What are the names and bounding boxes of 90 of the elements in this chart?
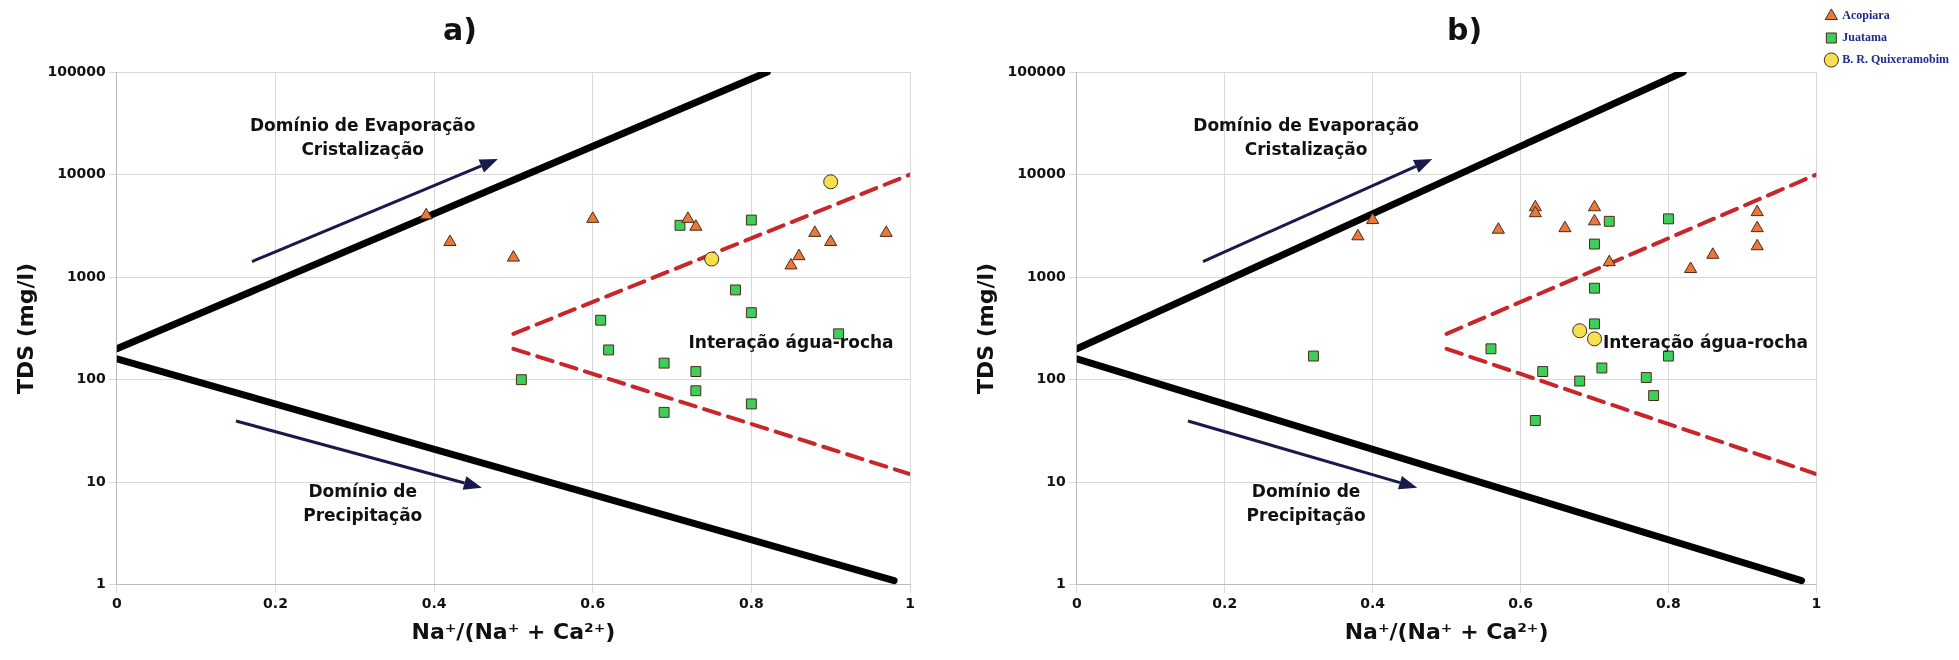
point — [603, 344, 615, 356]
point — [1648, 390, 1660, 402]
y-tick-label: 1000 — [1026, 267, 1067, 284]
point — [1308, 350, 1319, 362]
point — [690, 385, 702, 397]
y-tick-label: 100 — [76, 370, 107, 387]
point — [1603, 215, 1615, 227]
annotation: Interação água-rocha — [1602, 332, 1808, 353]
x-tick-label: 0.4 — [421, 594, 447, 611]
point — [1750, 204, 1764, 217]
y-tick-label: 10000 — [1017, 165, 1067, 182]
y-tick-label: 1 — [1056, 575, 1066, 592]
point — [595, 314, 607, 326]
point — [658, 406, 670, 418]
y-axis-title: TDS (mg/l) — [12, 262, 38, 394]
point — [745, 214, 757, 226]
point — [1587, 199, 1602, 212]
chart-title: a) — [443, 11, 477, 47]
point — [704, 251, 720, 267]
x-tick-label: 1 — [1811, 594, 1822, 611]
x-tick-label: 0.6 — [1508, 594, 1533, 611]
legend-label: Acopiara — [1842, 8, 1890, 23]
point — [1589, 318, 1600, 330]
y-tick-label: 10000 — [57, 165, 107, 182]
point — [1558, 220, 1572, 233]
point — [1351, 228, 1365, 241]
legend-label: Juatama — [1842, 30, 1888, 45]
point — [824, 234, 838, 246]
point — [792, 248, 806, 261]
point — [879, 225, 893, 237]
x-tick-label: 1 — [905, 594, 915, 611]
point — [689, 219, 703, 231]
y-tick-label: 10 — [1046, 472, 1067, 489]
y-tick-label: 1000 — [66, 267, 107, 284]
annotation: Domínio de Precipitação — [303, 481, 423, 526]
point — [1706, 247, 1720, 259]
point — [1750, 238, 1764, 251]
annotation: Interação água-rocha — [688, 332, 894, 353]
point — [1589, 238, 1600, 250]
point — [419, 207, 433, 220]
x-tick-label: 0.8 — [738, 594, 764, 611]
y-tick-label: 10 — [86, 472, 107, 489]
point — [1529, 415, 1541, 426]
point — [1602, 254, 1616, 267]
point — [1589, 282, 1600, 294]
point — [1485, 343, 1497, 355]
point — [730, 284, 741, 296]
y-tick-label: 1 — [96, 575, 106, 592]
x-tick-label: 0 — [111, 594, 122, 611]
x-tick-label: 0.2 — [1212, 594, 1238, 611]
x-tick-label: 0.2 — [263, 594, 288, 611]
chart-title: b) — [1446, 11, 1483, 47]
point — [515, 374, 527, 386]
point — [1574, 375, 1586, 387]
point — [506, 250, 520, 262]
point — [1640, 372, 1652, 383]
point — [808, 225, 822, 237]
y-tick-label: 100000 — [1007, 62, 1067, 79]
point — [690, 366, 702, 378]
x-tick-label: 0.4 — [1360, 594, 1386, 611]
point — [586, 211, 600, 223]
point — [1586, 331, 1602, 347]
point — [745, 307, 757, 319]
x-tick-label: 0.8 — [1656, 594, 1681, 611]
point — [1684, 261, 1698, 273]
point — [1491, 222, 1505, 234]
point — [784, 257, 798, 270]
y-axis-title: TDS (mg/l) — [972, 262, 998, 394]
annotation: Domínio de Evaporação Cristalização — [249, 115, 476, 160]
x-tick-label: 0.6 — [580, 594, 606, 611]
point — [1596, 362, 1608, 374]
point — [681, 211, 695, 223]
point — [658, 357, 670, 369]
point — [1587, 213, 1602, 226]
point — [1750, 220, 1764, 233]
x-axis-title: Na⁺/(Na⁺ + Ca²⁺) — [1344, 618, 1549, 644]
point — [1528, 205, 1542, 218]
y-tick-label: 100 — [1036, 370, 1067, 387]
annotation: Domínio de Evaporação Cristalização — [1193, 115, 1419, 160]
y-tick-label: 100000 — [47, 62, 107, 79]
point — [1662, 213, 1674, 225]
x-axis-title: Na⁺/(Na⁺ + Ca²⁺) — [411, 618, 616, 644]
point — [443, 234, 457, 246]
point — [1537, 366, 1549, 378]
point — [745, 398, 757, 410]
legend-label: B. R. Quixeramobim — [1842, 52, 1950, 67]
point — [1572, 323, 1588, 339]
point — [1366, 212, 1380, 225]
annotation: Domínio de Precipitação — [1246, 481, 1366, 526]
x-tick-label: 0 — [1071, 594, 1082, 611]
